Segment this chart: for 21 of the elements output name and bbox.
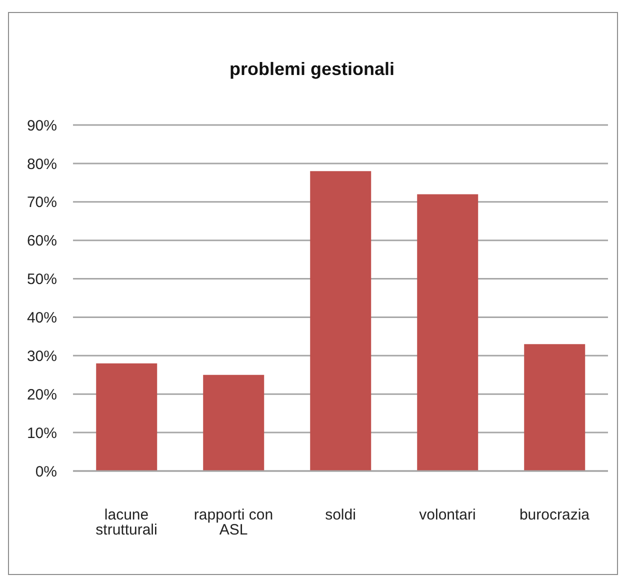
x-tick-label: volontari — [419, 506, 476, 524]
chart-title: problemi gestionali — [228, 59, 396, 80]
bar — [417, 194, 478, 471]
y-tick-label: 90% — [26, 117, 57, 134]
bar — [310, 171, 372, 471]
y-tick-label: 60% — [26, 232, 57, 250]
bar — [524, 344, 586, 471]
y-tick-label: 0% — [35, 463, 57, 480]
y-tick-label: 50% — [26, 271, 57, 288]
y-tick-label: 70% — [26, 194, 57, 212]
y-tick-label: 30% — [26, 348, 57, 365]
y-tick-label: 40% — [26, 310, 57, 327]
y-tick-label: 10% — [26, 424, 57, 442]
bar — [203, 374, 264, 471]
x-tick-label: lacune strutturali — [96, 506, 158, 539]
y-tick-label: 80% — [26, 156, 57, 173]
y-tick-label: 20% — [26, 386, 57, 404]
x-tick-label: soldi — [325, 506, 356, 524]
x-tick-label: burocrazia — [519, 506, 590, 524]
x-tick-label: rapporti con ASL — [194, 506, 274, 539]
bar — [96, 363, 158, 471]
